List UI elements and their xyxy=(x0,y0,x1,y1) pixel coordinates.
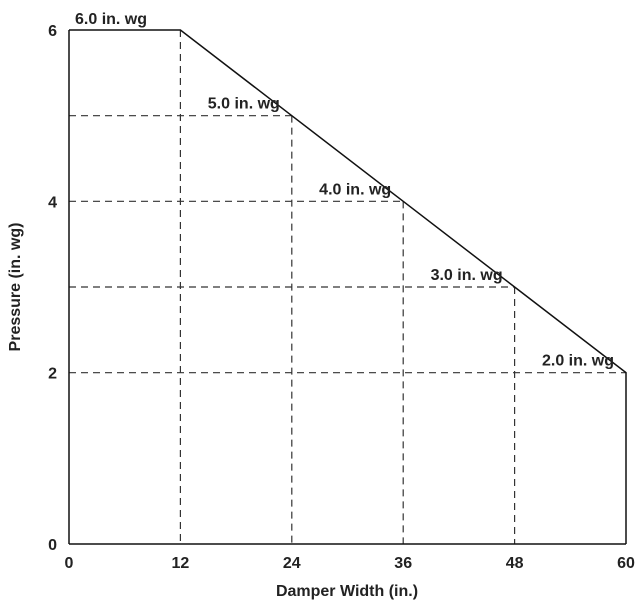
annotation-label-1: 5.0 in. wg xyxy=(208,96,280,113)
x-tick-label-48: 48 xyxy=(506,555,524,572)
x-tick-label-60: 60 xyxy=(617,555,635,572)
x-tick-label-12: 12 xyxy=(172,555,190,572)
x-axis-label: Damper Width (in.) xyxy=(276,583,418,600)
series-line-0 xyxy=(69,29,627,544)
annotation-label-4: 2.0 in. wg xyxy=(542,353,614,370)
y-tick-label-6: 6 xyxy=(48,23,57,40)
x-tick-label-0: 0 xyxy=(65,555,74,572)
annotation-label-0: 6.0 in. wg xyxy=(75,11,147,28)
annotation-label-2: 4.0 in. wg xyxy=(319,181,391,198)
annotation-label-3: 3.0 in. wg xyxy=(431,267,503,284)
y-tick-label-0: 0 xyxy=(48,537,57,554)
y-tick-label-4: 4 xyxy=(48,194,57,211)
x-tick-label-36: 36 xyxy=(394,555,412,572)
y-axis-label: Pressure (in. wg) xyxy=(7,223,24,352)
x-tick-label-24: 24 xyxy=(283,555,301,572)
y-tick-label-2: 2 xyxy=(48,366,57,383)
